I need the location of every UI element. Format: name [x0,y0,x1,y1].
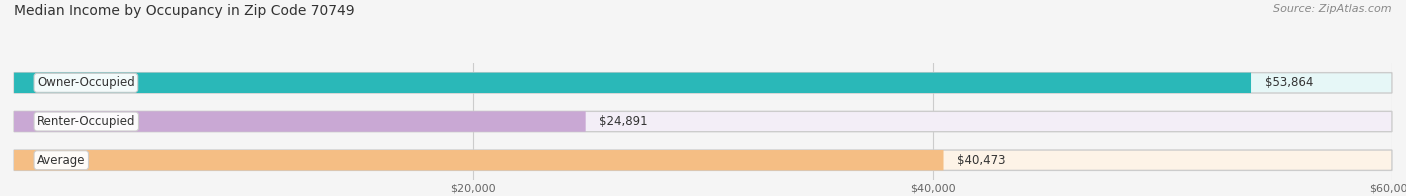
FancyBboxPatch shape [14,111,1392,132]
Text: Renter-Occupied: Renter-Occupied [37,115,135,128]
FancyBboxPatch shape [14,150,943,170]
FancyBboxPatch shape [14,150,1392,170]
FancyBboxPatch shape [14,111,586,132]
Text: Source: ZipAtlas.com: Source: ZipAtlas.com [1274,4,1392,14]
Text: Owner-Occupied: Owner-Occupied [37,76,135,89]
Text: $53,864: $53,864 [1265,76,1313,89]
FancyBboxPatch shape [14,73,1251,93]
FancyBboxPatch shape [14,73,1392,93]
Text: $24,891: $24,891 [599,115,648,128]
Text: Median Income by Occupancy in Zip Code 70749: Median Income by Occupancy in Zip Code 7… [14,4,354,18]
Text: $40,473: $40,473 [957,154,1005,167]
Text: Average: Average [37,154,86,167]
